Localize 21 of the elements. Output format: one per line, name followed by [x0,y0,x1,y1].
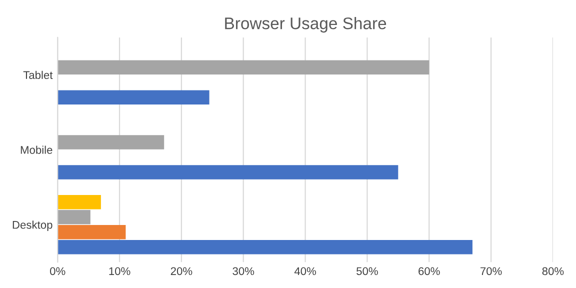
y-tick-label: Tablet [23,70,53,80]
x-tick-label: 60% [418,267,440,276]
x-tick-label: 70% [480,267,502,276]
y-tick-label: Mobile [20,146,52,154]
x-tick-label: 30% [232,267,254,276]
x-tick-label: 40% [294,267,316,276]
x-tick-label: 10% [109,267,130,276]
bar [58,60,430,75]
x-tick-label: 0% [50,267,66,276]
chart-title: Browser Usage Share [225,17,386,33]
bar [58,165,398,180]
bar [58,135,164,150]
x-tick-label: 20% [170,267,192,276]
bar [58,90,210,104]
bar [58,195,101,210]
bar [58,210,90,224]
y-tick-label: Desktop [12,220,52,231]
x-tick-label: 50% [356,267,378,276]
x-tick-label: 80% [542,267,564,276]
bar [58,225,126,240]
bar [58,240,472,254]
